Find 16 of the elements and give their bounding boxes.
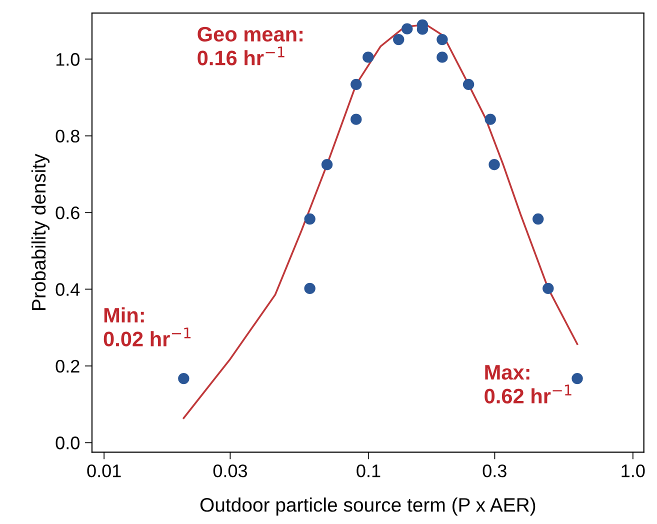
annotation: Geo mean: 0.16 hr$^{−1}$ xyxy=(198,26,302,66)
x-tick-label: 0.03 xyxy=(213,464,248,478)
y-tick-label: 0.0 xyxy=(56,436,80,450)
x-tick-label: 0.3 xyxy=(482,464,506,478)
y-tick-label: 0.8 xyxy=(56,130,80,143)
x-axis-title: Outdoor particle source term (P x AER) xyxy=(200,498,536,516)
annotation: Min: 0.02 hr$^{−1}$ xyxy=(104,307,191,346)
y-axis-title: Probability density xyxy=(31,154,50,310)
y-tick-label: 0.6 xyxy=(56,206,80,220)
y-tick-label: 0.4 xyxy=(56,283,80,296)
x-tick-label: 0.01 xyxy=(87,464,121,478)
y-tick-label: 1.0 xyxy=(56,53,80,66)
y-tick-label: 0.2 xyxy=(56,360,80,373)
x-tick-label: 0.1 xyxy=(356,464,380,478)
x-tick-label: 1.0 xyxy=(622,464,645,478)
annotation: Max: 0.62 hr$^{−1}$ xyxy=(484,365,572,404)
